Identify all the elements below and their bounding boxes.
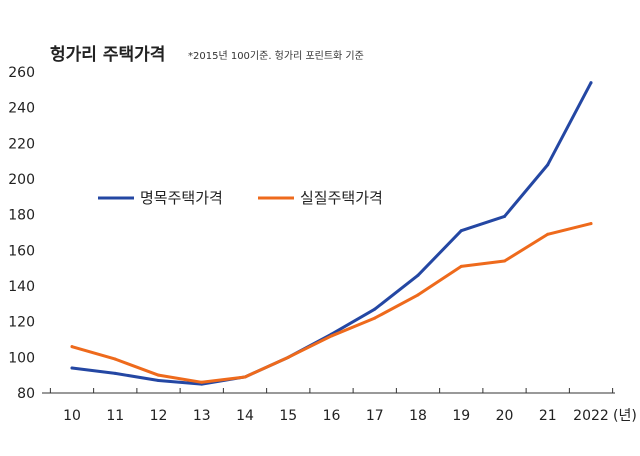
y-tick-label: 160 bbox=[8, 243, 35, 259]
x-tick-label: 16 bbox=[323, 408, 341, 424]
x-tick-label: 10 bbox=[63, 408, 81, 424]
x-tick-label: 19 bbox=[452, 408, 470, 424]
data-point-1 bbox=[373, 307, 377, 311]
y-tick-label: 260 bbox=[8, 65, 35, 81]
legend-label-1: 명목주택가격 bbox=[140, 189, 223, 207]
x-tick-label: 20 bbox=[496, 408, 514, 424]
y-tick-label: 180 bbox=[8, 208, 35, 224]
series-line-1 bbox=[70, 81, 593, 386]
chart-subtitle: *2015년 100기준. 헝가리 포린트화 기준 bbox=[188, 51, 364, 62]
x-tick-label: 12 bbox=[150, 408, 168, 424]
data-point-1 bbox=[157, 379, 160, 383]
data-point-2 bbox=[330, 334, 333, 338]
x-tick-label: 11 bbox=[106, 408, 124, 424]
y-tick-label: 240 bbox=[8, 101, 35, 117]
legend-label-2: 실질주택가격 bbox=[300, 189, 383, 207]
chart-title: 헝가리 주택가격 bbox=[50, 45, 166, 65]
data-point-2 bbox=[286, 355, 290, 359]
data-point-2 bbox=[70, 345, 74, 349]
data-point-1 bbox=[113, 371, 117, 375]
data-point-2 bbox=[503, 259, 506, 263]
x-tick-label: 18 bbox=[409, 408, 427, 424]
x-tick-label: 2022 bbox=[573, 408, 609, 424]
x-tick-label: 14 bbox=[236, 408, 254, 424]
data-point-2 bbox=[157, 373, 160, 377]
y-tick-label: 80 bbox=[17, 386, 35, 402]
x-unit-label: (년) bbox=[613, 408, 637, 424]
data-point-2 bbox=[459, 264, 463, 268]
data-point-1 bbox=[589, 81, 593, 85]
data-point-1 bbox=[70, 366, 74, 370]
x-tick-label: 17 bbox=[366, 408, 384, 424]
y-tick-label: 140 bbox=[8, 279, 35, 295]
y-tick-label: 200 bbox=[8, 172, 35, 188]
data-point-2 bbox=[546, 232, 550, 236]
y-tick-label: 220 bbox=[8, 136, 35, 152]
data-point-1 bbox=[546, 163, 550, 167]
data-point-2 bbox=[589, 222, 593, 226]
y-tick-label: 120 bbox=[8, 315, 35, 331]
y-tick-label: 100 bbox=[8, 350, 35, 366]
data-point-2 bbox=[113, 357, 117, 361]
data-point-2 bbox=[243, 375, 247, 379]
data-point-1 bbox=[459, 229, 463, 233]
x-tick-label: 15 bbox=[279, 408, 297, 424]
data-point-2 bbox=[200, 380, 204, 384]
x-tick-label: 21 bbox=[539, 408, 557, 424]
series-line-2 bbox=[70, 222, 593, 384]
data-point-1 bbox=[503, 214, 506, 218]
data-point-2 bbox=[416, 293, 420, 297]
data-point-1 bbox=[416, 273, 420, 277]
x-tick-label: 13 bbox=[193, 408, 211, 424]
data-point-2 bbox=[373, 316, 377, 320]
